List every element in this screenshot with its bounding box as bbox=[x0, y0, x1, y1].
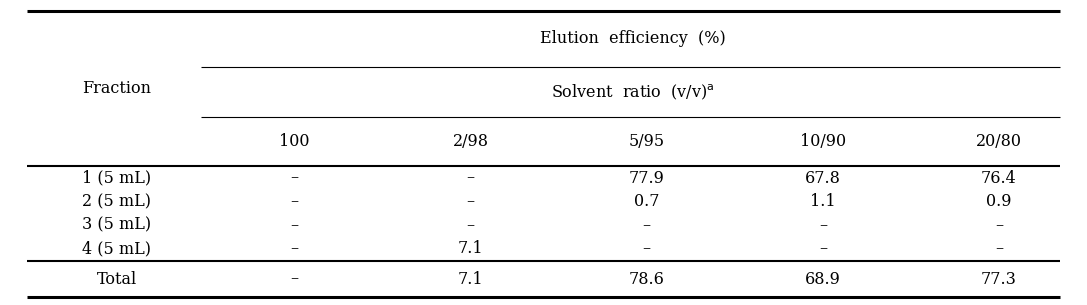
Text: 77.9: 77.9 bbox=[628, 170, 665, 187]
Text: –: – bbox=[995, 217, 1003, 234]
Text: –: – bbox=[290, 193, 299, 210]
Text: 68.9: 68.9 bbox=[804, 271, 841, 288]
Text: 67.8: 67.8 bbox=[804, 170, 841, 187]
Text: 77.3: 77.3 bbox=[980, 271, 1017, 288]
Text: –: – bbox=[290, 170, 299, 187]
Text: 2 (5 mL): 2 (5 mL) bbox=[83, 193, 151, 210]
Text: –: – bbox=[466, 170, 475, 187]
Text: 7.1: 7.1 bbox=[458, 271, 484, 288]
Text: Elution  efficiency  (%): Elution efficiency (%) bbox=[540, 30, 726, 47]
Text: 0.9: 0.9 bbox=[986, 193, 1012, 210]
Text: 5/95: 5/95 bbox=[628, 133, 665, 150]
Text: 76.4: 76.4 bbox=[982, 170, 1016, 187]
Text: 2/98: 2/98 bbox=[452, 133, 489, 150]
Text: –: – bbox=[290, 217, 299, 234]
Text: Solvent  ratio  (v/v)$^{\mathrm{a}}$: Solvent ratio (v/v)$^{\mathrm{a}}$ bbox=[551, 83, 715, 102]
Text: 78.6: 78.6 bbox=[628, 271, 665, 288]
Text: 10/90: 10/90 bbox=[800, 133, 846, 150]
Text: 4 (5 mL): 4 (5 mL) bbox=[83, 240, 151, 257]
Text: –: – bbox=[466, 193, 475, 210]
Text: –: – bbox=[995, 240, 1003, 257]
Text: –: – bbox=[290, 240, 299, 257]
Text: 7.1: 7.1 bbox=[458, 240, 484, 257]
Text: –: – bbox=[819, 217, 827, 234]
Text: 1 (5 mL): 1 (5 mL) bbox=[83, 170, 151, 187]
Text: –: – bbox=[466, 217, 475, 234]
Text: 1.1: 1.1 bbox=[810, 193, 836, 210]
Text: 0.7: 0.7 bbox=[634, 193, 660, 210]
Text: –: – bbox=[642, 240, 651, 257]
Text: 100: 100 bbox=[279, 133, 310, 150]
Text: 3 (5 mL): 3 (5 mL) bbox=[83, 217, 151, 234]
Text: –: – bbox=[819, 240, 827, 257]
Text: 20/80: 20/80 bbox=[976, 133, 1022, 150]
Text: –: – bbox=[290, 271, 299, 288]
Text: Fraction: Fraction bbox=[83, 80, 151, 97]
Text: Total: Total bbox=[97, 271, 137, 288]
Text: –: – bbox=[642, 217, 651, 234]
